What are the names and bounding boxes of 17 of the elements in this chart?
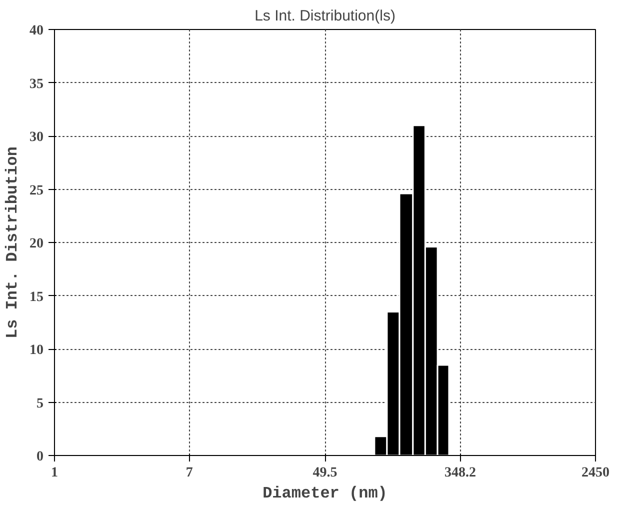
y-tick-label: 5	[36, 396, 44, 412]
chart-title: Ls Int. Distribution(ls)	[254, 8, 396, 24]
y-tick-label: 30	[30, 130, 44, 145]
y-tick-label: 25	[30, 183, 44, 198]
x-axis-title: Diameter (nm)	[262, 484, 388, 502]
x-tick-label: 49.5	[312, 466, 338, 480]
y-tick-label: 10	[30, 343, 44, 358]
y-tick-label: 20	[30, 236, 44, 252]
x-tick-label: 348.2	[444, 466, 476, 480]
y-tick-label: 0	[36, 450, 44, 464]
x-tick-label: 7	[186, 466, 193, 480]
y-axis-title: Ls Int. Distribution	[4, 146, 22, 339]
x-tick-label: 1	[51, 466, 58, 480]
x-tick-label: 2450	[582, 466, 610, 480]
y-tick-label: 35	[30, 76, 44, 92]
y-tick-label: 15	[30, 290, 44, 305]
y-tick-label: 40	[30, 24, 44, 38]
